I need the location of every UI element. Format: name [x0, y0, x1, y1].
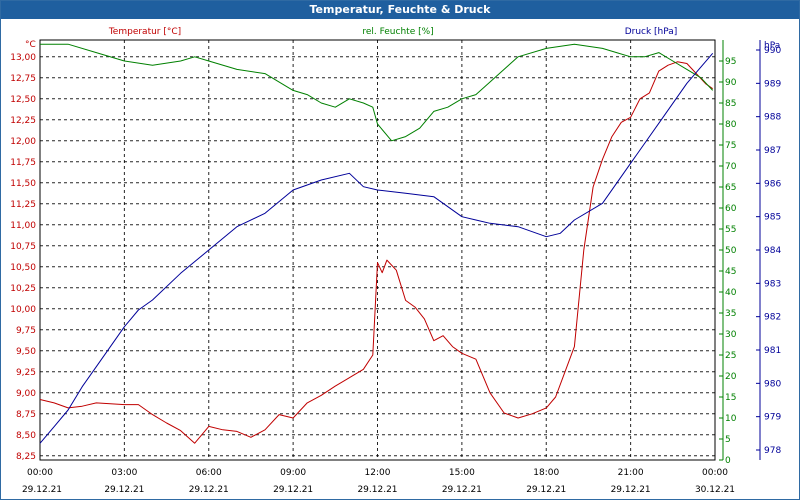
temperature-tick-label: 8,75 [16, 410, 36, 420]
axes: 8,25 8,50 8,75 9,00 9,25 9,50 9,75 10,00 10,25 10… [10, 27, 781, 495]
x-tick-time-label: 00:00 [27, 468, 53, 478]
temperature-axis-title: Temperatur [°C] [108, 27, 181, 37]
temperature-tick-label: 10,00 [10, 305, 36, 315]
humidity-tick-label: 95 [725, 57, 736, 67]
temperature-tick-label: 11,75 [10, 158, 36, 168]
humidity-tick-label: 25 [725, 351, 736, 361]
humidity-tick-label: 20 [725, 372, 737, 382]
humidity-tick-label: 30 [725, 330, 737, 340]
humidity-tick-label: 0 [725, 456, 731, 466]
window-title: Temperatur, Feuchte & Druck [1, 1, 799, 19]
temperature-tick-label: 12,00 [10, 137, 36, 147]
temperature-tick-label: 8,50 [16, 431, 36, 441]
x-tick-date-label: 29.12.21 [189, 485, 229, 495]
humidity-tick-label: 45 [725, 267, 736, 277]
temperature-tick-label: 10,25 [10, 284, 36, 294]
pressure-tick-label: 978 [764, 446, 781, 456]
humidity-tick-label: 65 [725, 183, 736, 193]
grid [39, 39, 716, 461]
humidity-series-line [40, 43, 714, 142]
humidity-tick-label: 70 [725, 162, 737, 172]
humidity-tick-label: 55 [725, 225, 736, 235]
temperature-tick-label: 9,75 [16, 326, 36, 336]
x-tick-time-label: 09:00 [280, 468, 306, 478]
x-tick-date-label: 29.12.21 [611, 485, 651, 495]
pressure-tick-label: 981 [764, 346, 781, 356]
x-tick-date-label: 29.12.21 [104, 485, 144, 495]
x-tick-time-label: 15:00 [449, 468, 475, 478]
pressure-tick-label: 982 [764, 313, 781, 323]
pressure-tick-label: 983 [764, 279, 781, 289]
x-tick-date-label: 29.12.21 [526, 485, 566, 495]
temperature-series-line [39, 61, 713, 444]
pressure-axis-title: Druck [hPa] [625, 27, 678, 37]
temperature-tick-label: 9,50 [16, 347, 36, 357]
humidity-tick-label: 15 [725, 393, 736, 403]
temperature-tick-label: 12,75 [10, 74, 36, 84]
temperature-tick-label: 9,25 [16, 368, 36, 378]
x-tick-date-label: 29.12.21 [22, 485, 62, 495]
pressure-tick-label: 987 [764, 146, 781, 156]
humidity-tick-label: 35 [725, 309, 736, 319]
x-tick-date-label: 29.12.21 [442, 485, 482, 495]
humidity-tick-label: 50 [725, 246, 737, 256]
x-tick-time-label: 00:00 [702, 468, 728, 478]
pressure-tick-label: 988 [764, 113, 781, 123]
series-lines [39, 43, 714, 444]
x-tick-time-label: 18:00 [533, 468, 559, 478]
temperature-tick-label: 11,00 [10, 221, 36, 231]
pressure-tick-label: 990 [764, 46, 781, 56]
temperature-tick-label: 13,00 [10, 53, 36, 63]
x-tick-time-label: 21:00 [618, 468, 644, 478]
x-tick-time-label: 12:00 [365, 468, 391, 478]
x-tick-date-label: 30.12.21 [695, 485, 735, 495]
pressure-tick-label: 980 [764, 379, 781, 389]
temperature-tick-label: 11,25 [10, 200, 36, 210]
temperature-tick-label: 9,00 [16, 389, 36, 399]
x-tick-time-label: 03:00 [111, 468, 137, 478]
temperature-tick-label: 8,25 [16, 452, 36, 462]
pressure-unit-label: hPa [764, 41, 780, 51]
humidity-tick-label: 80 [725, 120, 737, 130]
x-tick-time-label: 06:00 [196, 468, 222, 478]
pressure-tick-label: 985 [764, 213, 781, 223]
humidity-tick-label: 75 [725, 141, 736, 151]
temperature-tick-label: 11,50 [10, 179, 36, 189]
humidity-axis-title: rel. Feuchte [%] [362, 27, 433, 37]
pressure-tick-label: 979 [764, 413, 781, 423]
x-tick-date-label: 29.12.21 [273, 485, 313, 495]
pressure-tick-label: 984 [764, 246, 781, 256]
temperature-tick-label: 10,50 [10, 263, 36, 273]
x-tick-date-label: 29.12.21 [357, 485, 397, 495]
humidity-tick-label: 40 [725, 288, 737, 298]
temperature-tick-label: 12,25 [10, 116, 36, 126]
humidity-tick-label: 5 [725, 435, 731, 445]
pressure-series-line [39, 52, 714, 444]
humidity-tick-label: 10 [725, 414, 737, 424]
humidity-tick-label: 90 [725, 78, 737, 88]
humidity-tick-label: 60 [725, 204, 737, 214]
temperature-tick-label: 10,75 [10, 242, 36, 252]
temperature-unit-label: °C [25, 40, 36, 50]
humidity-tick-label: 85 [725, 99, 736, 109]
temperature-tick-label: 12,50 [10, 95, 36, 105]
pressure-tick-label: 989 [764, 79, 781, 89]
pressure-tick-label: 986 [764, 179, 781, 189]
